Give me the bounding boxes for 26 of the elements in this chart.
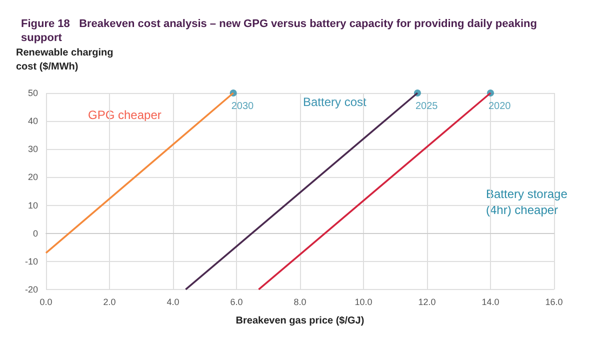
x-tick-label: 4.0: [166, 296, 180, 307]
annotation: 2025: [415, 101, 438, 112]
x-tick-label: 8.0: [294, 296, 306, 307]
y-tick-label: 0: [32, 228, 38, 238]
y-tick-label: -20: [24, 284, 38, 294]
x-tick-label: 10.0: [354, 296, 372, 307]
y-tick-label: 50: [28, 88, 38, 98]
y-tick-label: 10: [28, 200, 38, 210]
y-tick-label: 40: [28, 116, 38, 126]
x-tick-label: 16.0: [545, 296, 563, 307]
annotation: Battery cost: [303, 95, 368, 109]
chart-title: Figure 18 Breakeven cost analysis – new GPG versus battery capacity for providing daily peaking support: [21, 18, 540, 44]
x-tick-label: 14.0: [482, 296, 500, 307]
x-tick-label: 12.0: [418, 296, 436, 307]
x-tick-label: 0.0: [40, 296, 52, 307]
y-tick-label: 30: [28, 144, 38, 154]
x-axis-title: Breakeven gas price ($/GJ): [236, 316, 364, 326]
annotation: Battery storage (4hr) cheaper: [486, 187, 568, 217]
annotation: GPG cheaper: [88, 108, 162, 122]
y-tick-label: -10: [24, 256, 38, 266]
y-tick-label: 20: [28, 172, 38, 182]
x-tick-label: 6.0: [230, 296, 243, 307]
y-axis-title: Renewable charging cost ($/MWh): [16, 48, 114, 72]
annotation: 2020: [488, 101, 512, 112]
x-tick-label: 2.0: [103, 296, 116, 307]
annotation: 2030: [231, 101, 254, 112]
